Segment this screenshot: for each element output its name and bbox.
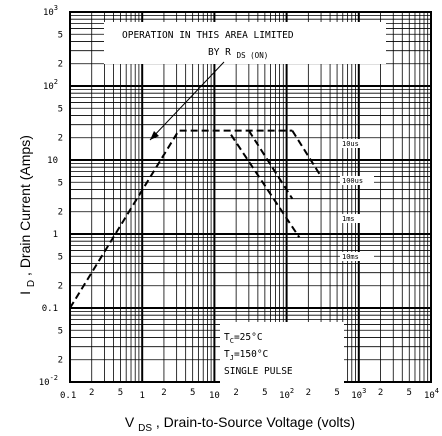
x-tick-label: 103 (351, 387, 366, 401)
annotation-arrowhead (150, 131, 159, 140)
y-tick-exponent: 3 (54, 4, 58, 12)
x-tick-label-minor: 5 (262, 388, 267, 398)
x-tick-exponent: 4 (435, 387, 439, 395)
soa-curve-100us (291, 130, 322, 177)
x-tick-label: 1 (139, 391, 144, 401)
x-tick-label-minor: 5 (118, 388, 123, 398)
x-tick-label: 10 (209, 391, 220, 401)
test-conditions: TC=25°C TJ=150°C SINGLE PULSE (224, 332, 293, 377)
curve-label-100us: 100us (342, 177, 363, 185)
x-tick-label: 0.1 (60, 391, 76, 401)
condition-line: SINGLE PULSE (224, 366, 293, 377)
x-tick-exponent: 2 (290, 387, 294, 395)
condition-subscript: J (230, 354, 234, 362)
condition-line: TC=25°C (224, 332, 263, 345)
x-tick-label: 104 (424, 387, 439, 401)
y-tick-label-minor: 2 (58, 60, 63, 70)
y-tick-label-minor: 5 (58, 104, 63, 114)
x-axis-title-symbol: V (125, 414, 135, 430)
curve-label-background (340, 139, 374, 148)
x-tick-exponent: 3 (362, 387, 366, 395)
x-tick-label-minor: 2 (89, 388, 94, 398)
rds-on-limit-text: BY R DS (ON) (208, 47, 268, 60)
y-tick-label-minor: 5 (58, 30, 63, 40)
soa-curves (69, 129, 322, 309)
x-tick-label-minor: 2 (306, 388, 311, 398)
y-tick-label-minor: 2 (58, 282, 63, 292)
x-axis-title: V DS , Drain-to-Source Voltage (volts) (125, 414, 355, 434)
x-axis-title-subscript: DS (138, 423, 152, 434)
y-tick-exponent: 2 (54, 78, 58, 86)
condition-line: TJ=150°C (224, 349, 268, 362)
curve-label-background (340, 214, 374, 223)
y-tick-label: 10 (47, 156, 58, 166)
y-tick-labels: 10-2 0.1 1 10 102 103 2 5 2 5 2 5 2 5 2 5 (39, 4, 63, 388)
x-tick-labels: 0.1 1 10 102 103 104 2 5 2 5 2 5 2 5 2 5 (60, 387, 439, 401)
y-axis-title-text: , Drain Current (Amps) (17, 135, 33, 276)
x-tick-label-minor: 5 (407, 388, 412, 398)
condition-value: =150°C (234, 349, 268, 360)
rds-on-limit-subscript: DS (ON) (237, 51, 269, 60)
major-grid (70, 12, 431, 382)
x-tick-label-minor: 2 (378, 388, 383, 398)
conditions-background (220, 322, 344, 388)
soa-curve-10ms (230, 134, 301, 238)
y-tick-label-minor: 2 (58, 356, 63, 366)
y-tick-label-minor: 5 (58, 326, 63, 336)
condition-value: =25°C (234, 332, 263, 343)
x-tick-label-minor: 2 (233, 388, 238, 398)
condition-subscript: C (230, 337, 234, 345)
y-tick-exponent: -2 (50, 374, 58, 382)
y-axis-title-symbol: I (17, 291, 33, 295)
curve-label-10ms: 10ms (342, 253, 359, 261)
y-tick-label: 103 (43, 4, 58, 18)
y-tick-label: 0.1 (42, 304, 58, 314)
y-tick-label-minor: 2 (58, 208, 63, 218)
y-tick-label: 1 (53, 230, 58, 240)
curve-label-background (340, 252, 374, 261)
y-tick-label-minor: 5 (58, 178, 63, 188)
x-tick-label-minor: 5 (334, 388, 339, 398)
x-tick-label-minor: 5 (190, 388, 195, 398)
y-tick-label-minor: 2 (58, 134, 63, 144)
operation-area-text: OPERATION IN THIS AREA LIMITED (122, 30, 294, 41)
soa-curve-10us (69, 129, 293, 309)
x-tick-label: 102 (279, 387, 294, 401)
y-tick-label: 10-2 (39, 374, 58, 388)
curve-labels: 10us 100us 1ms 10ms (340, 139, 374, 261)
curve-label-1ms: 1ms (342, 215, 355, 223)
soa-curve-1ms (247, 130, 294, 200)
x-tick-label-minor: 2 (161, 388, 166, 398)
annotation-background (104, 22, 386, 64)
annotation-arrow (149, 61, 225, 141)
y-axis-title: I D , Drain Current (Amps) (17, 135, 37, 295)
x-axis-title-text: , Drain-to-Source Voltage (volts) (156, 414, 355, 430)
rds-on-limit-prefix: BY R (208, 47, 231, 58)
curve-label-background (340, 176, 374, 185)
curve-label-10us: 10us (342, 140, 359, 148)
y-tick-label-minor: 5 (58, 252, 63, 262)
y-axis-title-subscript: D (26, 280, 37, 287)
y-tick-label: 102 (43, 78, 58, 92)
